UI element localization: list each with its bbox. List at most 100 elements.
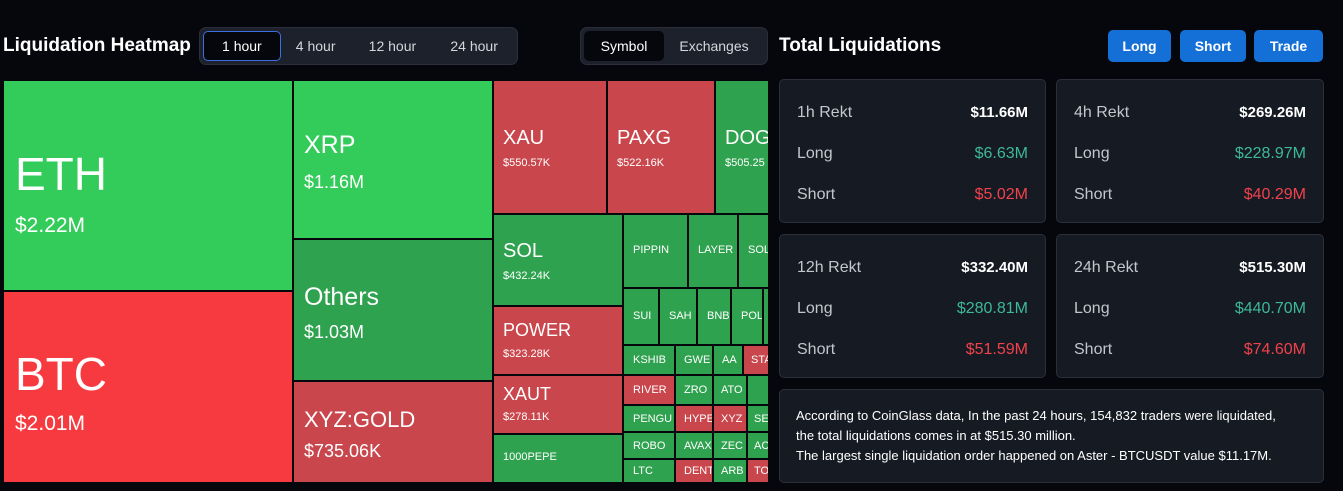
tile-pol[interactable]: POL	[731, 288, 763, 345]
rekt-card-1h: 1h Rekt $11.66M Long $6.63M Short $5.02M	[779, 79, 1046, 223]
tile-name: LTC	[633, 465, 653, 477]
tile-name: SOL	[503, 240, 544, 262]
view-option-exchanges[interactable]: Exchanges	[679, 38, 749, 54]
tile-eth[interactable]: ETH $2.22M	[3, 80, 293, 291]
tile-others[interactable]: Others $1.03M	[293, 239, 493, 381]
tile-to[interactable]: TO	[747, 459, 768, 483]
tile-name: XYZ	[721, 413, 743, 425]
tile-value: $735.06K	[304, 441, 382, 461]
tile-name: AVAX	[684, 440, 712, 452]
tile-dog[interactable]: DOG $505.25	[715, 80, 768, 214]
tile-aa[interactable]: AA	[713, 345, 743, 375]
tile-name: ETH	[15, 148, 107, 200]
time-option-24h[interactable]: 24 hour	[450, 38, 498, 54]
short-value: $74.60M	[1243, 341, 1306, 358]
tile-sah[interactable]: SAH	[659, 288, 697, 345]
tile-btc[interactable]: BTC $2.01M	[3, 291, 293, 483]
tile-gwe[interactable]: GWE	[675, 345, 713, 375]
liquidation-summary: According to CoinGlass data, In the past…	[779, 389, 1324, 483]
short-label: Short	[797, 186, 836, 203]
tile-kshib[interactable]: KSHIB	[623, 345, 675, 375]
tile-value: $432.24K	[503, 270, 551, 282]
tile-name: SAH	[669, 310, 692, 322]
tile-pippin[interactable]: PIPPIN	[623, 214, 688, 288]
short-label: Short	[1074, 186, 1113, 203]
trade-button[interactable]: Trade	[1254, 30, 1323, 62]
time-option-1h[interactable]: 1 hour	[203, 31, 281, 61]
tile-xyz[interactable]: XYZ	[713, 405, 747, 432]
card-label: 1h Rekt	[797, 104, 853, 121]
tile-river[interactable]: RIVER	[623, 375, 675, 405]
tile-power[interactable]: POWER $323.28K	[493, 306, 623, 375]
tile-name: ZRO	[684, 384, 708, 396]
time-option-12h[interactable]: 12 hour	[368, 38, 417, 54]
short-value: $51.59M	[965, 341, 1028, 358]
tile-name: ROBO	[633, 440, 666, 452]
tile-sol-small[interactable]: SOL	[738, 214, 768, 288]
tile-xyz-gold[interactable]: XYZ:GOLD $735.06K	[293, 381, 493, 483]
rekt-card-4h: 4h Rekt $269.26M Long $228.97M Short $40.29…	[1056, 79, 1324, 223]
tile-dent[interactable]: DENT	[675, 459, 713, 483]
tile-name: LAYER	[698, 244, 734, 256]
tile-name: RIVER	[633, 384, 667, 396]
tile-value: $1.16M	[304, 172, 365, 192]
tile-name: XYZ:GOLD	[304, 407, 416, 432]
tile-avax[interactable]: AVAX	[675, 432, 713, 459]
tile-name: KSHIB	[633, 354, 667, 366]
tile-value: $522.16K	[617, 157, 665, 169]
tile-name: DENT	[684, 465, 713, 477]
view-option-symbol[interactable]: Symbol	[584, 31, 664, 61]
tile-unlabeled-2[interactable]	[747, 375, 768, 405]
heatmap-title: Liquidation Heatmap	[3, 35, 191, 56]
card-total: $269.26M	[1239, 104, 1306, 121]
rekt-card-12h: 12h Rekt $332.40M Long $280.81M Short $51.5…	[779, 234, 1046, 378]
tile-1000pepe[interactable]: 1000PEPE	[493, 434, 623, 483]
tile-sta[interactable]: STA	[743, 345, 768, 375]
short-value: $40.29M	[1243, 186, 1306, 203]
tile-bnb[interactable]: BNB	[697, 288, 731, 345]
tile-value: $278.11K	[503, 411, 550, 423]
tile-xrp[interactable]: XRP $1.16M	[293, 80, 493, 239]
tile-se[interactable]: SE	[747, 405, 768, 432]
tile-name: BTC	[15, 348, 107, 400]
short-button[interactable]: Short	[1180, 30, 1246, 62]
tile-name: DOG	[725, 127, 768, 149]
tile-arb[interactable]: ARB	[713, 459, 747, 483]
tile-zec[interactable]: ZEC	[713, 432, 747, 459]
tile-zro[interactable]: ZRO	[675, 375, 713, 405]
time-option-4h[interactable]: 4 hour	[295, 38, 336, 54]
tile-ato[interactable]: ATO	[713, 375, 747, 405]
tile-unlabeled[interactable]	[763, 288, 768, 345]
tile-name: ATO	[721, 384, 743, 396]
tile-xaut[interactable]: XAUT $278.11K	[493, 375, 623, 434]
tile-name: BNB	[707, 310, 730, 322]
tile-pengu[interactable]: PENGU	[623, 405, 675, 432]
long-button[interactable]: Long	[1108, 30, 1171, 62]
tile-robo[interactable]: ROBO	[623, 432, 675, 459]
short-value: $5.02M	[974, 186, 1028, 203]
tile-name: AA	[722, 354, 737, 366]
tile-ltc[interactable]: LTC	[623, 459, 675, 483]
short-label: Short	[1074, 341, 1113, 358]
tile-name: POL	[741, 310, 763, 322]
card-total: $11.66M	[970, 104, 1028, 121]
long-value: $440.70M	[1234, 300, 1306, 317]
tile-name: SOL	[748, 244, 768, 256]
tile-sol[interactable]: SOL $432.24K	[493, 214, 623, 306]
summary-line: According to CoinGlass data, In the past…	[796, 408, 1276, 423]
tile-ac[interactable]: AC	[747, 432, 768, 459]
tile-layer[interactable]: LAYER	[688, 214, 738, 288]
tile-sui[interactable]: SUI	[623, 288, 659, 345]
tile-name: Others	[304, 283, 380, 311]
card-label: 12h Rekt	[797, 259, 862, 276]
tile-xau[interactable]: XAU $550.57K	[493, 80, 607, 214]
tile-name: XAU	[503, 127, 545, 149]
tile-value: $505.25	[725, 157, 765, 169]
tile-hype[interactable]: HYPE	[675, 405, 713, 432]
tile-name: ZEC	[721, 440, 743, 452]
tile-name: SUI	[633, 310, 652, 322]
tile-value: $323.28K	[503, 348, 551, 360]
view-selector: Symbol Exchanges	[580, 27, 768, 65]
tile-name: POWER	[503, 320, 572, 340]
tile-paxg[interactable]: PAXG $522.16K	[607, 80, 715, 214]
